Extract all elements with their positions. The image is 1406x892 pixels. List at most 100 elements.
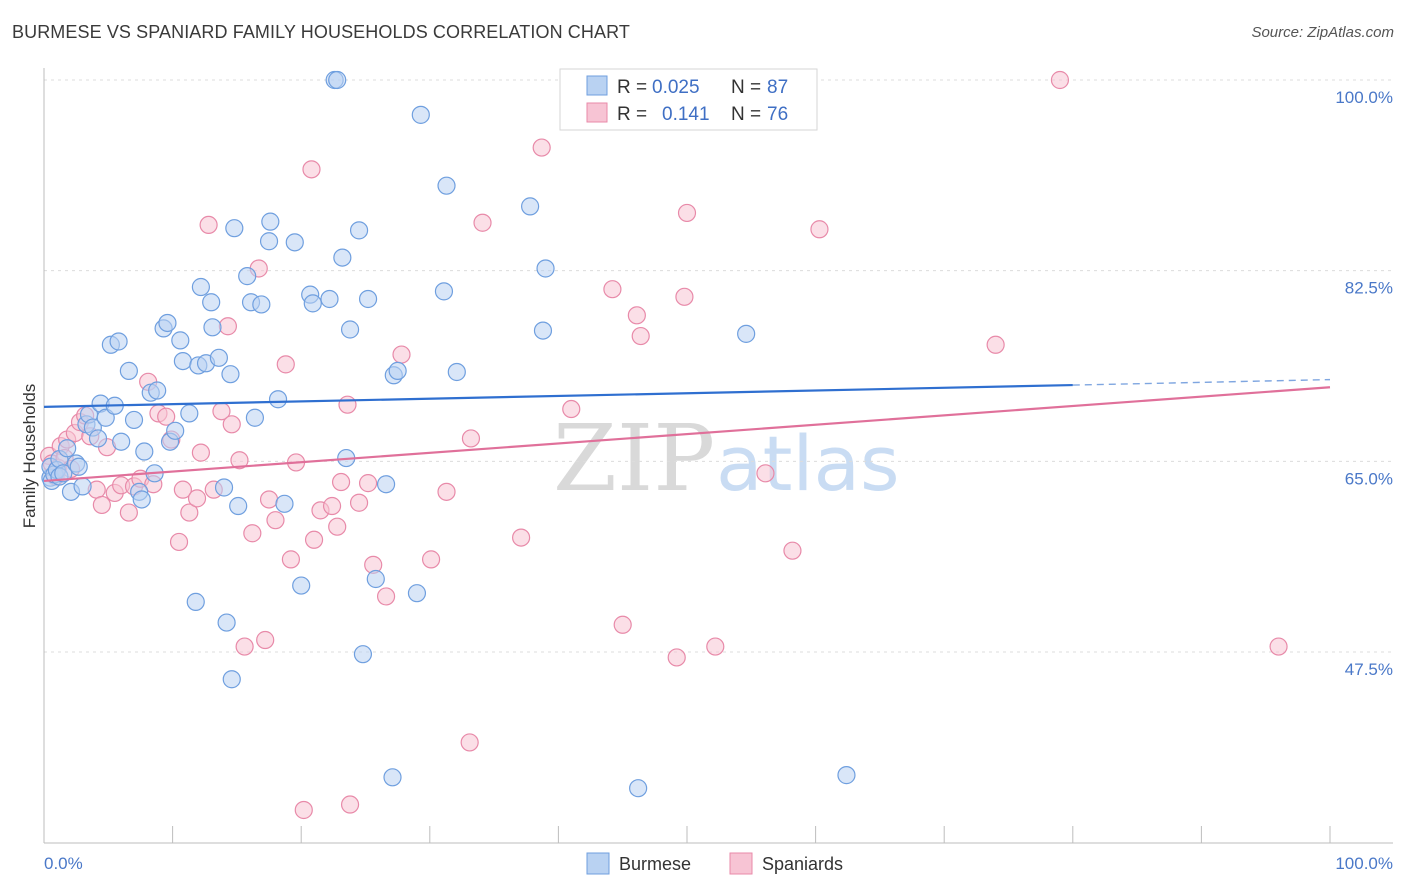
- x-tick-label-left: 0.0%: [44, 854, 83, 873]
- watermark-zip: ZIP: [553, 405, 715, 512]
- legend-spaniards-r-label: R =: [617, 104, 647, 125]
- point-burmese-26: [132, 490, 151, 509]
- point-burmese-47: [229, 496, 248, 516]
- legend-swatch-spaniards: [586, 102, 608, 123]
- y-tick-label-3: 47.5%: [1345, 660, 1393, 679]
- point-burmese-87: [222, 670, 241, 689]
- point-burmese-63: [333, 248, 352, 267]
- point-spaniards-55: [358, 474, 378, 493]
- point-spaniards-74: [706, 637, 725, 656]
- point-spaniards-67: [603, 280, 622, 299]
- point-spaniards-33: [218, 317, 237, 336]
- point-spaniards-52: [338, 395, 357, 414]
- point-spaniards-53: [340, 795, 360, 814]
- point-spaniards-25: [169, 532, 189, 552]
- point-burmese-11: [69, 457, 88, 476]
- trend-line-burmese: [43, 383, 1073, 408]
- point-burmese-12: [73, 477, 92, 496]
- point-spaniards-54: [349, 493, 369, 512]
- point-spaniards-62: [461, 429, 481, 448]
- legend-burmese-r-value: 0.025: [652, 77, 700, 98]
- point-spaniards-35: [230, 451, 249, 470]
- point-burmese-30: [148, 381, 167, 400]
- point-burmese-34: [166, 421, 185, 440]
- point-burmese-62: [328, 70, 347, 90]
- chart-title: BURMESE VS SPANIARD FAMILY HOUSEHOLDS CO…: [12, 22, 630, 42]
- point-burmese-86: [186, 592, 205, 611]
- point-spaniards-61: [460, 733, 479, 752]
- point-spaniards-58: [392, 345, 411, 364]
- point-burmese-82: [629, 779, 648, 798]
- point-burmese-76: [434, 282, 454, 301]
- point-burmese-42: [203, 318, 222, 337]
- point-spaniards-43: [281, 550, 301, 569]
- point-spaniards-27: [180, 503, 199, 522]
- point-spaniards-23: [157, 407, 176, 426]
- point-burmese-70: [376, 475, 396, 494]
- point-burmese-37: [180, 404, 199, 423]
- point-burmese-75: [411, 105, 430, 124]
- point-burmese-78: [447, 362, 466, 382]
- point-burmese-16: [88, 429, 108, 448]
- legend-spaniards-n-label: N =: [731, 104, 761, 125]
- point-burmese-67: [353, 645, 373, 664]
- point-burmese-36: [173, 351, 192, 371]
- point-spaniards-45: [294, 800, 313, 820]
- point-burmese-50: [245, 408, 265, 427]
- legend-burmese-n-label: N =: [731, 77, 761, 98]
- point-spaniards-63: [473, 213, 492, 232]
- point-burmese-69: [366, 569, 385, 589]
- watermark: ZIP atlas: [553, 405, 900, 512]
- point-spaniards-29: [191, 443, 210, 462]
- point-burmese-21: [109, 332, 128, 351]
- x-ticks: [172, 826, 1331, 843]
- point-spaniards-17: [119, 503, 138, 522]
- point-burmese-24: [124, 410, 144, 430]
- point-spaniards-42: [276, 355, 295, 374]
- trend-lines: [43, 378, 1331, 483]
- point-burmese-60: [320, 289, 339, 309]
- point-spaniards-64: [512, 528, 531, 547]
- point-burmese-45: [221, 365, 240, 384]
- point-burmese-73: [388, 361, 407, 381]
- point-burmese-22: [112, 432, 131, 451]
- point-burmese-84: [837, 766, 856, 785]
- point-burmese-74: [407, 584, 427, 603]
- trend-line-spaniards: [43, 386, 1331, 483]
- point-spaniards-50: [328, 517, 347, 536]
- source-label: Source: ZipAtlas.com: [1251, 24, 1394, 41]
- point-spaniards-80: [1269, 637, 1288, 656]
- point-spaniards-26: [173, 480, 192, 499]
- point-spaniards-39: [256, 630, 275, 650]
- legend-spaniards-n-value: 76: [767, 104, 788, 125]
- point-burmese-53: [261, 212, 280, 231]
- point-burmese-55: [275, 494, 294, 513]
- point-spaniards-37: [243, 524, 262, 543]
- legend-burmese-r-label: R =: [617, 77, 647, 98]
- point-burmese-85: [217, 613, 236, 632]
- point-spaniards-41: [266, 511, 285, 530]
- point-burmese-83: [737, 324, 756, 343]
- point-spaniards-79: [1050, 70, 1070, 90]
- point-burmese-66: [349, 221, 369, 240]
- point-spaniards-49: [322, 496, 342, 516]
- trend-extension-burmese: [1072, 378, 1331, 386]
- point-burmese-71: [383, 768, 402, 787]
- point-spaniards-66: [562, 399, 581, 419]
- point-burmese-44: [214, 478, 234, 497]
- legend-burmese-n-value: 87: [767, 77, 788, 98]
- point-burmese-56: [285, 233, 304, 252]
- point-spaniards-30: [199, 215, 218, 235]
- point-spaniards-78: [986, 335, 1005, 354]
- point-burmese-46: [225, 219, 244, 238]
- point-spaniards-47: [304, 530, 324, 549]
- y-tick-label-0: 100.0%: [1335, 88, 1393, 107]
- point-spaniards-13: [92, 495, 111, 515]
- point-burmese-57: [292, 576, 311, 595]
- point-spaniards-75: [756, 464, 775, 483]
- point-burmese-77: [437, 176, 456, 195]
- point-burmese-23: [119, 361, 138, 381]
- legend-spaniards-r-value: 0.141: [662, 104, 710, 125]
- point-spaniards-69: [627, 306, 646, 325]
- point-burmese-51: [252, 295, 271, 314]
